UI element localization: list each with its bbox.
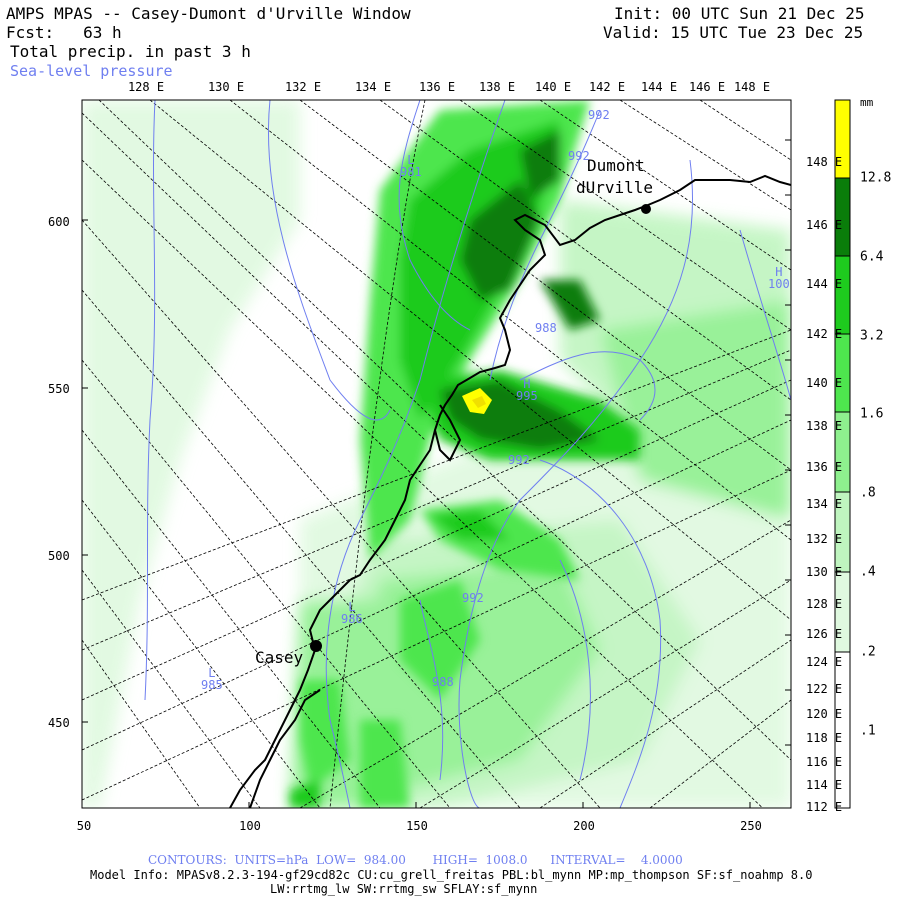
pressure-label: L 981: [400, 153, 422, 179]
model-info-line-1: Model Info: MPASv8.2.3-194-gf29cd82c CU:…: [90, 868, 813, 882]
right-lat-label: 148 E: [806, 155, 843, 169]
pressure-label: H 100: [768, 265, 790, 291]
top-lon-label: 148 E: [733, 80, 771, 94]
casey-marker: [310, 640, 322, 652]
x-axis-label: 250: [740, 819, 762, 833]
coastline: [229, 174, 791, 808]
pressure-label: 992: [508, 453, 530, 467]
right-lat-label: 146 E: [806, 218, 843, 232]
right-lat-label: 122 E: [806, 682, 843, 696]
pressure-label: H 995: [516, 377, 538, 403]
right-lat-label: 128 E: [806, 597, 843, 611]
top-lon-label: 146 E: [688, 80, 726, 94]
right-lat-label: 118 E: [806, 731, 843, 745]
title-line-1: AMPS MPAS -- Casey-Dumont d'Urville Wind…: [6, 4, 411, 23]
top-lon-label: 138 E: [478, 80, 516, 94]
right-lat-label: 130 E: [806, 565, 843, 579]
colorbar-label: 1.6: [860, 406, 884, 422]
slp-contours: [144, 100, 791, 808]
forecast-hour: Fcst: 63 h: [6, 23, 122, 42]
top-lon-label: 140 E: [534, 80, 572, 94]
right-lat-label: 140 E: [806, 376, 843, 390]
right-lat-label: 112 E: [806, 800, 843, 814]
field-name: Total precip. in past 3 h: [10, 42, 251, 61]
valid-time: Valid: 15 UTC Tue 23 Dec 25: [603, 23, 864, 42]
colorbar-label: 6.4: [860, 249, 884, 265]
y-axis-label: 500: [48, 549, 70, 563]
colorbar-label: 3.2: [860, 328, 884, 344]
model-info-line-2: LW:rrtmg_lw SW:rrtmg_sw SFLAY:sf_mynn: [270, 882, 538, 896]
map-frame: [81, 99, 792, 809]
right-lat-label: 132 E: [806, 532, 843, 546]
y-axis-label: 450: [48, 716, 70, 730]
x-axis-label: 150: [406, 819, 428, 833]
colorbar-label: 12.8: [860, 170, 892, 186]
y-axis-label: 600: [48, 215, 70, 229]
top-lon-label: 134 E: [354, 80, 392, 94]
colorbar-label: .2: [860, 644, 876, 660]
dumont-durville-label-2: dUrville: [576, 178, 654, 197]
pressure-label: 992: [462, 591, 484, 605]
right-lat-label: 142 E: [806, 327, 843, 341]
colorbar-label: .8: [860, 485, 876, 501]
colorbar-label: .1: [860, 723, 876, 739]
top-lon-label: 136 E: [418, 80, 456, 94]
pressure-label: 988: [432, 675, 454, 689]
top-lon-label: 144 E: [640, 80, 678, 94]
pressure-label: L 985: [201, 666, 223, 692]
casey-label: Casey: [255, 648, 304, 667]
precip-field: [82, 100, 791, 808]
right-lat-label: 144 E: [806, 277, 843, 291]
init-time: Init: 00 UTC Sun 21 Dec 25: [614, 4, 865, 23]
colorbar: [834, 99, 851, 809]
right-lat-label: 138 E: [806, 419, 843, 433]
right-lat-label: 114 E: [806, 778, 843, 792]
right-lat-label: 124 E: [806, 655, 843, 669]
axis-ticks: [81, 139, 791, 808]
x-axis-label: 100: [239, 819, 261, 833]
pressure-label: L 986: [341, 600, 363, 626]
colorbar-label: .4: [860, 564, 876, 580]
right-lat-label: 116 E: [806, 755, 843, 769]
overlay-name: Sea-level pressure: [10, 62, 173, 80]
y-axis-label: 550: [48, 382, 70, 396]
dumont-durville-marker: [641, 204, 651, 214]
pressure-label: 992: [588, 108, 610, 122]
dumont-durville-label: Dumont: [587, 156, 645, 175]
top-lon-label: 128 E: [127, 80, 165, 94]
right-lat-label: 136 E: [806, 460, 843, 474]
x-axis-label: 200: [573, 819, 595, 833]
pressure-label: 992: [568, 149, 590, 163]
colorbar-unit: mm: [860, 96, 874, 109]
pressure-label: 988: [535, 321, 557, 335]
right-lat-label: 120 E: [806, 707, 843, 721]
x-axis-label: 50: [76, 819, 92, 833]
right-lat-label: 126 E: [806, 627, 843, 641]
top-lon-label: 132 E: [284, 80, 322, 94]
top-lon-label: 142 E: [588, 80, 626, 94]
graticule: [82, 100, 791, 808]
top-lon-label: 130 E: [207, 80, 245, 94]
right-lat-label: 134 E: [806, 497, 843, 511]
contours-info: CONTOURS: UNITS=hPa LOW= 984.00 HIGH= 10…: [148, 853, 683, 867]
